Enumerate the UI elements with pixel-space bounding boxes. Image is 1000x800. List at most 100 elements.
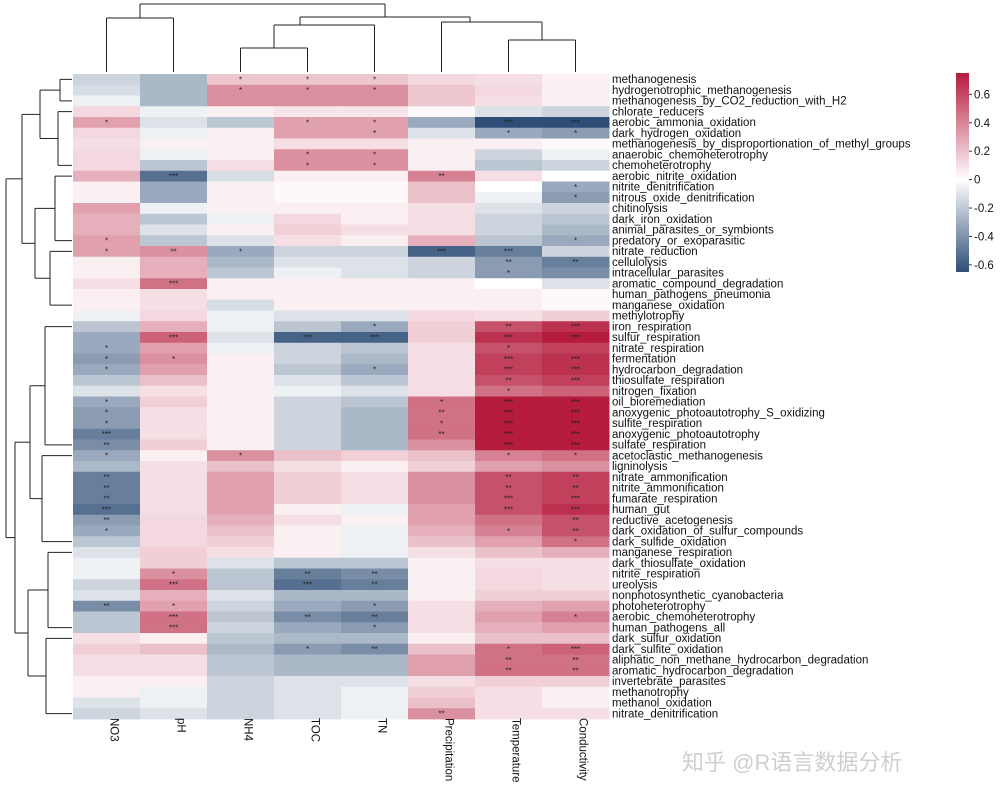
heatmap-cell [140, 170, 208, 182]
significance-star: ** [103, 495, 109, 504]
row-label: fermentation [612, 354, 676, 366]
heatmap-cell [274, 633, 342, 645]
significance-star: ** [505, 323, 511, 332]
watermark: 知乎 @R语言数据分析 [682, 750, 902, 775]
heatmap-cell [207, 192, 275, 204]
heatmap-cell [274, 95, 342, 107]
heatmap-cell [207, 461, 275, 473]
heatmap-cell [73, 396, 141, 408]
heatmap-cell [274, 310, 342, 322]
heatmap-cell [207, 364, 275, 376]
legend-tick-label: -0.6 [974, 260, 994, 272]
heatmap-cell [274, 321, 342, 333]
column-dendrogram [106, 3, 576, 72]
heatmap-cell [408, 192, 476, 204]
heatmap-cell [274, 213, 342, 225]
significance-star: ** [438, 172, 444, 181]
heatmap-cell [408, 654, 476, 666]
heatmap-cell [341, 256, 409, 268]
heatmap-cell [274, 160, 342, 172]
significance-star: ** [438, 430, 444, 439]
row-label: methanogenesis_by_disproportionation_of_… [612, 139, 911, 151]
heatmap-cell [542, 170, 610, 182]
heatmap-cell [408, 676, 476, 688]
heatmap-cell [140, 235, 208, 247]
row-label: aromatic_compound_degradation [612, 278, 783, 290]
significance-star: ** [438, 710, 444, 719]
heatmap-cell [73, 353, 141, 365]
heatmap-cell [475, 299, 543, 311]
heatmap-cell [73, 375, 141, 387]
heatmap-cell [341, 95, 409, 107]
heatmap-cell [274, 117, 342, 129]
heatmap-cell [73, 633, 141, 645]
row-label: reductive_acetogenesis [612, 515, 733, 527]
significance-star: ** [304, 613, 310, 622]
heatmap-cell [542, 321, 610, 333]
heatmap-cell [207, 590, 275, 602]
significance-star: *** [504, 247, 513, 256]
heatmap-cell [274, 127, 342, 139]
significance-star: *** [504, 333, 513, 342]
heatmap-cell [542, 203, 610, 215]
row-label: fumarate_respiration [612, 493, 717, 505]
heatmap-cell [542, 342, 610, 354]
row-label: nitrite_respiration [612, 569, 700, 581]
significance-star: *** [504, 419, 513, 428]
heatmap-cell [475, 342, 543, 354]
row-label: photoheterotrophy [612, 601, 706, 613]
heatmap-cell [140, 310, 208, 322]
heatmap-cell [475, 547, 543, 559]
heatmap-cell [207, 547, 275, 559]
heatmap-cell [140, 267, 208, 279]
heatmap-cell [207, 127, 275, 139]
heatmap-cell [140, 321, 208, 333]
heatmap-cell [274, 224, 342, 236]
significance-star: ** [103, 441, 109, 450]
heatmap-cell [408, 686, 476, 698]
row-label: dark_sulfite_oxidation [612, 644, 723, 656]
column-label: TOC [309, 718, 321, 742]
heatmap-cell [542, 428, 610, 440]
row-label: sulfate_respiration [612, 440, 706, 452]
heatmap-cell [140, 461, 208, 473]
significance-star: ** [572, 484, 578, 493]
significance-star: * [172, 602, 175, 611]
row-label: anoxygenic_photoautotrophy [612, 429, 760, 441]
heatmap-cell [73, 450, 141, 462]
heatmap-cell [274, 74, 342, 86]
heatmap-cell [73, 590, 141, 602]
heatmap-cell [408, 590, 476, 602]
row-label: sulfur_respiration [612, 332, 700, 344]
heatmap-cell [341, 557, 409, 569]
row-label: dark_hydrogen_oxidation [612, 128, 741, 140]
heatmap-cell [274, 332, 342, 344]
row-label: dark_sulfur_oxidation [612, 633, 721, 645]
heatmap-cell [341, 342, 409, 354]
heatmap-cell [341, 568, 409, 580]
significance-star: *** [571, 355, 580, 364]
heatmap-cell [408, 353, 476, 365]
heatmap-cell [73, 418, 141, 430]
heatmap-cell [408, 95, 476, 107]
heatmap-cell [408, 160, 476, 172]
heatmap-cell [140, 332, 208, 344]
heatmap-cell [274, 654, 342, 666]
heatmap-cell [73, 256, 141, 268]
heatmap-cell [274, 536, 342, 548]
significance-star: *** [571, 398, 580, 407]
heatmap-cell [341, 353, 409, 365]
heatmap-cell [475, 536, 543, 548]
heatmap-cell [207, 213, 275, 225]
heatmap-cell [542, 117, 610, 129]
heatmap-cell [207, 600, 275, 612]
row-label: dark_iron_oxidation [612, 214, 712, 226]
heatmap-cell [341, 235, 409, 247]
heatmap-cell [274, 568, 342, 580]
heatmap-cell [274, 665, 342, 677]
significance-star: *** [169, 280, 178, 289]
significance-star: ** [103, 602, 109, 611]
significance-star: *** [504, 505, 513, 514]
heatmap-cell [408, 622, 476, 634]
row-dendrogram [5, 78, 72, 715]
